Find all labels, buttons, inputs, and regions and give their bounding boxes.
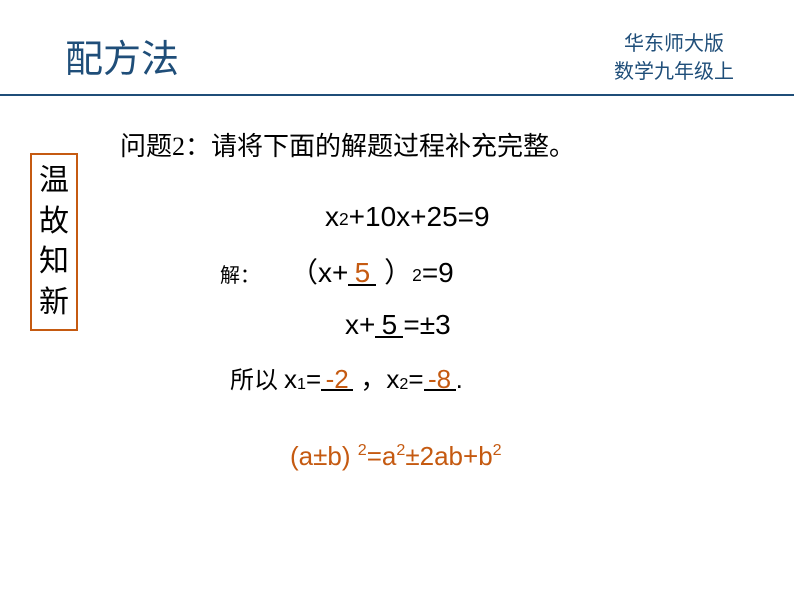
equation-line-2: 解： （x+5 ）2=9 xyxy=(120,251,740,291)
x1-blank: -2 xyxy=(321,364,353,391)
page-title: 配方法 xyxy=(65,28,179,83)
solve-label: 解： xyxy=(220,259,260,288)
equation-line-1: x2+10x+25=9 xyxy=(120,201,740,233)
x1-eq: = xyxy=(306,364,321,395)
x2-eq: = xyxy=(408,364,423,395)
formula-e3: 2 xyxy=(493,441,502,459)
sidebar-char-2: 故 xyxy=(32,202,76,243)
comma: ， xyxy=(360,359,386,396)
subtitle-box: 华东师大版 数学九年级上 xyxy=(614,28,734,86)
eq2-close-paren: ） xyxy=(384,251,412,291)
eq2-var: x+ xyxy=(318,257,348,289)
sidebar-box: 温 故 知 新 xyxy=(30,153,78,331)
header: 配方法 华东师大版 数学九年级上 xyxy=(0,0,794,86)
eq3-rhs: =±3 xyxy=(403,309,450,341)
subtitle-line-1: 华东师大版 xyxy=(614,30,734,58)
x2-sub: 2 xyxy=(399,375,408,394)
header-divider xyxy=(0,94,794,96)
eq2-rhs: =9 xyxy=(422,257,454,289)
equation-line-3: x+5=±3 xyxy=(120,309,740,341)
eq1-var: x xyxy=(325,201,339,233)
eq1-rest: +10x+25=9 xyxy=(349,201,490,233)
eq3-lhs: x+ xyxy=(345,309,375,341)
equation-line-4: 所以 x1=-2 ， x2=-8. xyxy=(120,359,740,396)
question-text: 问题2：请将下面的解题过程补充完整。 xyxy=(120,126,740,163)
eq3-fill: 5 xyxy=(382,309,398,340)
eq2-exp: 2 xyxy=(412,265,422,286)
content-area: 问题2：请将下面的解题过程补充完整。 x2+10x+25=9 解： （x+5 ）… xyxy=(120,126,740,472)
formula-pm2: ± xyxy=(405,441,419,471)
x2-blank: -8 xyxy=(424,364,456,391)
sidebar-char-4: 新 xyxy=(32,283,76,324)
x1-fill: -2 xyxy=(326,364,349,394)
so-label: 所以 xyxy=(230,360,278,395)
sidebar-char-1: 温 xyxy=(32,161,76,202)
x1-var: x xyxy=(284,364,297,395)
x2-fill: -8 xyxy=(428,364,451,394)
formula-e2: 2 xyxy=(396,441,405,459)
eq2-blank: 5 xyxy=(348,257,376,286)
period: . xyxy=(456,364,463,395)
formula-e1: 2 xyxy=(358,441,367,459)
eq2-fill: 5 xyxy=(355,257,371,288)
formula-p3: =a xyxy=(367,441,397,471)
eq2-open-paren: （ xyxy=(290,251,318,291)
math-area: x2+10x+25=9 解： （x+5 ）2=9 x+5=±3 所以 x1=-2… xyxy=(120,201,740,472)
subtitle-line-2: 数学九年级上 xyxy=(614,58,734,86)
eq3-blank: 5 xyxy=(375,309,403,338)
eq1-exp: 2 xyxy=(339,209,349,230)
formula-p4: 2ab+b xyxy=(420,441,493,471)
sidebar-char-3: 知 xyxy=(32,242,76,283)
formula-line: (a±b) 2=a2±2ab+b2 xyxy=(120,441,740,472)
formula-pm1: ± xyxy=(313,441,327,471)
formula-p1: (a xyxy=(290,441,313,471)
formula-p2: b) xyxy=(327,441,357,471)
x2-var: x xyxy=(386,364,399,395)
x1-sub: 1 xyxy=(297,375,306,394)
